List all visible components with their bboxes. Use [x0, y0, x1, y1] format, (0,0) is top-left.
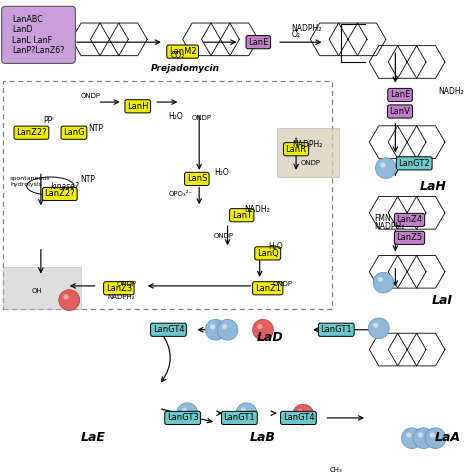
Circle shape — [177, 403, 198, 424]
Text: LanZ2?: LanZ2? — [16, 128, 47, 137]
Circle shape — [375, 158, 396, 178]
Circle shape — [298, 409, 302, 414]
Circle shape — [413, 428, 434, 448]
Text: NTP: NTP — [80, 175, 95, 184]
Text: LaI: LaI — [432, 293, 453, 307]
Text: LaD: LaD — [257, 331, 283, 344]
Text: LanZ4: LanZ4 — [396, 215, 422, 224]
Bar — [3, 267, 81, 310]
Text: LanGT4: LanGT4 — [153, 325, 184, 334]
Text: H₂O: H₂O — [168, 112, 183, 121]
Circle shape — [253, 319, 273, 340]
Text: LanQ: LanQ — [257, 249, 279, 258]
Circle shape — [222, 324, 227, 329]
Text: CH₃: CH₃ — [329, 467, 342, 473]
Text: NADPH₂: NADPH₂ — [292, 24, 322, 33]
Text: LanGT2: LanGT2 — [399, 159, 430, 168]
Circle shape — [236, 403, 257, 424]
Circle shape — [210, 324, 215, 329]
Text: ONDP: ONDP — [301, 160, 321, 166]
Text: LaA: LaA — [434, 431, 460, 444]
Text: CO₂: CO₂ — [171, 51, 185, 60]
Circle shape — [64, 294, 69, 300]
Text: LanH: LanH — [127, 102, 148, 111]
Circle shape — [217, 319, 238, 340]
Text: LaB: LaB — [250, 431, 276, 444]
Text: spontaneous
hydrolysis: spontaneous hydrolysis — [10, 176, 51, 187]
Text: LanGT3: LanGT3 — [167, 413, 199, 422]
Text: LanGT1: LanGT1 — [224, 413, 255, 422]
Text: LanZ5: LanZ5 — [396, 233, 422, 242]
Circle shape — [378, 277, 383, 282]
Text: LanR: LanR — [285, 145, 307, 154]
Text: LanS: LanS — [187, 174, 207, 183]
Text: FMN: FMN — [374, 214, 391, 223]
Text: LanZ2?: LanZ2? — [45, 190, 75, 199]
Circle shape — [425, 428, 446, 448]
Text: LanE: LanE — [390, 91, 410, 100]
Text: LanT: LanT — [232, 211, 252, 219]
Text: ONDP: ONDP — [273, 281, 292, 287]
Text: LaH: LaH — [419, 181, 447, 193]
Text: ONDP: ONDP — [192, 115, 212, 120]
Circle shape — [257, 324, 263, 329]
Circle shape — [182, 408, 187, 413]
Text: O₂: O₂ — [292, 30, 301, 39]
Circle shape — [418, 432, 423, 438]
Circle shape — [401, 428, 422, 448]
Circle shape — [205, 319, 226, 340]
Text: kinase?: kinase? — [50, 182, 79, 191]
Circle shape — [380, 163, 385, 167]
Text: ONDP: ONDP — [117, 281, 137, 287]
Circle shape — [406, 432, 411, 438]
Text: LanG: LanG — [63, 128, 85, 137]
Bar — [277, 128, 338, 177]
Text: NTP: NTP — [88, 125, 103, 133]
Text: LanV: LanV — [390, 107, 410, 116]
Text: PPᴵ: PPᴵ — [43, 117, 54, 126]
Text: NADH₂: NADH₂ — [244, 205, 270, 214]
FancyBboxPatch shape — [1, 6, 75, 64]
Circle shape — [373, 272, 394, 293]
Text: LanGT4: LanGT4 — [283, 413, 314, 422]
Text: LanABC
LanD
LanL LanF
LanP?LanZ6?: LanABC LanD LanL LanF LanP?LanZ6? — [12, 15, 65, 55]
Text: NADPH₂: NADPH₂ — [292, 140, 323, 149]
Text: H₂O: H₂O — [214, 168, 229, 177]
Circle shape — [241, 408, 246, 413]
Circle shape — [373, 323, 378, 328]
Text: LanGT1: LanGT1 — [320, 325, 352, 334]
Circle shape — [293, 404, 314, 425]
Text: H₂O: H₂O — [269, 242, 283, 251]
Text: ONDP: ONDP — [81, 93, 101, 100]
Text: LanZ1: LanZ1 — [255, 284, 281, 293]
Circle shape — [430, 432, 435, 438]
Text: LanZ3: LanZ3 — [106, 284, 132, 293]
Text: ONDP: ONDP — [213, 233, 233, 239]
Text: LanM2: LanM2 — [169, 47, 196, 56]
Text: NADPH₂: NADPH₂ — [374, 221, 404, 230]
Text: NADPH₂: NADPH₂ — [107, 294, 135, 300]
Circle shape — [59, 290, 80, 310]
Text: LaE: LaE — [81, 431, 105, 444]
Text: LanE: LanE — [248, 37, 268, 46]
Text: NADH₂: NADH₂ — [438, 87, 464, 96]
Text: OPO₃²⁻: OPO₃²⁻ — [168, 191, 193, 197]
Text: OH: OH — [31, 288, 42, 293]
Text: Prejadomycin: Prejadomycin — [151, 64, 219, 73]
Circle shape — [368, 318, 389, 339]
